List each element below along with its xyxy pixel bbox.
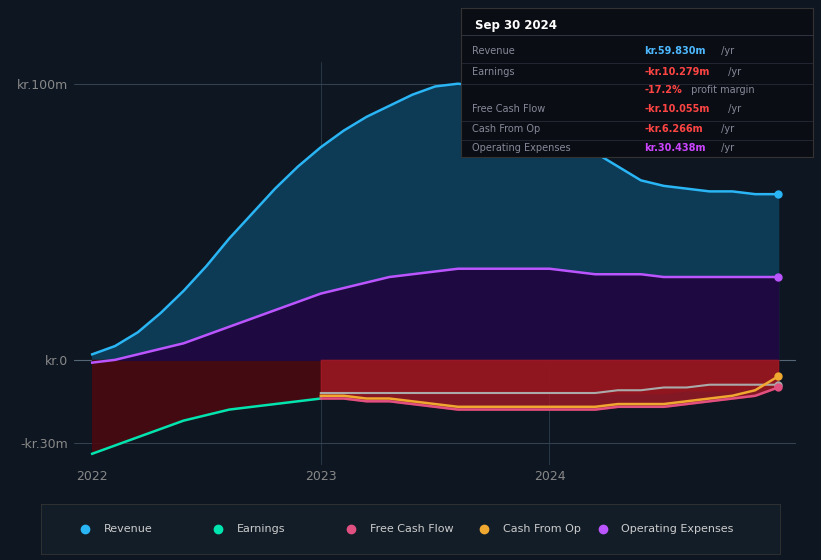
Text: /yr: /yr xyxy=(725,104,741,114)
Text: Sep 30 2024: Sep 30 2024 xyxy=(475,19,557,32)
Text: kr.59.830m: kr.59.830m xyxy=(644,46,705,57)
Text: -kr.10.055m: -kr.10.055m xyxy=(644,104,709,114)
Text: /yr: /yr xyxy=(718,124,734,134)
Text: -kr.6.266m: -kr.6.266m xyxy=(644,124,703,134)
Text: /yr: /yr xyxy=(718,46,734,57)
Text: Free Cash Flow: Free Cash Flow xyxy=(370,524,453,534)
Text: -17.2%: -17.2% xyxy=(644,85,682,95)
Text: /yr: /yr xyxy=(718,143,734,153)
Text: Operating Expenses: Operating Expenses xyxy=(621,524,733,534)
Text: Revenue: Revenue xyxy=(472,46,515,57)
Text: Cash From Op: Cash From Op xyxy=(502,524,580,534)
Text: Cash From Op: Cash From Op xyxy=(472,124,540,134)
Text: Free Cash Flow: Free Cash Flow xyxy=(472,104,545,114)
Text: Revenue: Revenue xyxy=(104,524,153,534)
Text: profit margin: profit margin xyxy=(688,85,755,95)
Text: -kr.10.279m: -kr.10.279m xyxy=(644,67,709,77)
Text: Earnings: Earnings xyxy=(472,67,515,77)
Text: Operating Expenses: Operating Expenses xyxy=(472,143,571,153)
Text: /yr: /yr xyxy=(725,67,741,77)
Text: Earnings: Earnings xyxy=(237,524,286,534)
Text: kr.30.438m: kr.30.438m xyxy=(644,143,705,153)
